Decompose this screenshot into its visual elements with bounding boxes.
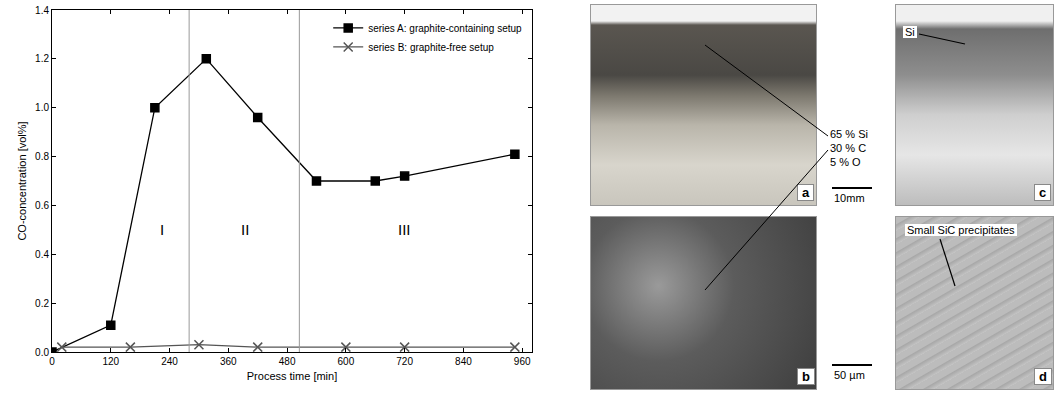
svg-text:1.2: 1.2 bbox=[35, 53, 49, 64]
svg-text:840: 840 bbox=[455, 356, 472, 367]
html-text:c: c bbox=[1039, 185, 1047, 200]
svg-text:120: 120 bbox=[102, 356, 119, 367]
svg-text:600: 600 bbox=[338, 356, 355, 367]
svg-text:1.4: 1.4 bbox=[35, 5, 49, 16]
svg-text:960: 960 bbox=[514, 356, 531, 367]
svg-text:series A: graphite-containing: series A: graphite-containing setup bbox=[368, 23, 522, 34]
html-text:30 % C: 30 % C bbox=[830, 142, 867, 154]
svg-text:1.0: 1.0 bbox=[35, 102, 49, 113]
html-text:10mm: 10mm bbox=[834, 192, 865, 204]
svg-text:0.0: 0.0 bbox=[35, 347, 49, 358]
html-text:Small SiC precipitates: Small SiC precipitates bbox=[907, 224, 1015, 236]
svg-text:720: 720 bbox=[396, 356, 413, 367]
html-text:50 µm: 50 µm bbox=[834, 369, 865, 381]
svg-text:0.6: 0.6 bbox=[35, 200, 49, 211]
svg-text:0: 0 bbox=[49, 356, 55, 367]
svg-text:I: I bbox=[160, 221, 164, 238]
html-text:65 % Si: 65 % Si bbox=[830, 128, 868, 140]
svg-text:III: III bbox=[398, 221, 411, 238]
svg-text:480: 480 bbox=[279, 356, 296, 367]
svg-text:0.8: 0.8 bbox=[35, 151, 49, 162]
svg-text:CO-concentration [vol%]: CO-concentration [vol%] bbox=[16, 121, 28, 240]
svg-text:360: 360 bbox=[220, 356, 237, 367]
svg-text:II: II bbox=[241, 221, 249, 238]
html-text:b: b bbox=[802, 369, 810, 384]
html-text:d: d bbox=[1039, 369, 1047, 384]
html-text:a: a bbox=[802, 185, 810, 200]
html-text:5 % O: 5 % O bbox=[830, 156, 861, 168]
svg-text:Process time [min]: Process time [min] bbox=[247, 370, 337, 382]
svg-text:0.4: 0.4 bbox=[35, 249, 49, 260]
svg-text:0.2: 0.2 bbox=[35, 298, 49, 309]
svg-text:series B: graphite-free setup: series B: graphite-free setup bbox=[368, 42, 494, 53]
html-text:Si: Si bbox=[905, 26, 915, 38]
svg-text:240: 240 bbox=[161, 356, 178, 367]
